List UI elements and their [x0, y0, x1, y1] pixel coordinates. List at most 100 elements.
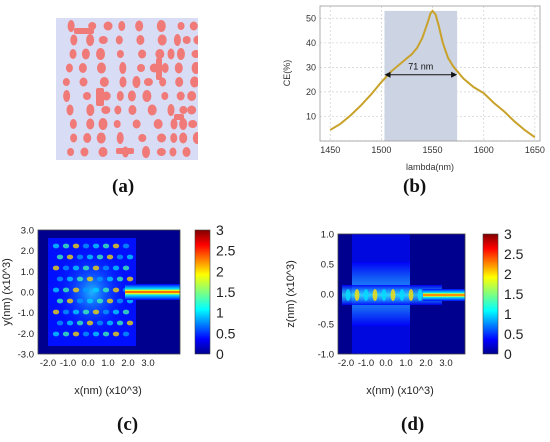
field-speckle: [76, 298, 84, 304]
field-speckle: [408, 289, 414, 301]
y-tick-label: -1.0: [18, 308, 34, 319]
field-speckle: [116, 320, 124, 326]
pattern-blob: [175, 77, 184, 87]
heatmap-plot: [337, 233, 466, 355]
field-speckle: [82, 331, 90, 337]
pattern-blob: [135, 20, 144, 32]
pattern-blob: [66, 104, 74, 116]
y-axis-label: z(nm) (x10^3): [285, 260, 297, 328]
field-speckle: [92, 287, 100, 293]
pattern-blob: [190, 76, 198, 88]
field-speckle: [102, 287, 110, 293]
pattern-blob: [86, 104, 95, 116]
field-speckle: [102, 265, 110, 271]
y-tick-label: 2.0: [21, 246, 34, 257]
colorbar-tick-label: 2: [216, 263, 224, 279]
pattern-blob: [167, 48, 175, 60]
x-tick-label: -2.0: [338, 358, 354, 369]
pattern-blob: [70, 133, 78, 143]
colorbar-tick-label: 1.5: [504, 286, 524, 302]
x-tick-label: 1600: [474, 145, 494, 155]
pattern-blob: [177, 22, 185, 30]
pattern-blob: [67, 20, 75, 32]
pattern-blob: [98, 147, 108, 157]
field-speckle: [390, 289, 396, 301]
y-axis-label: CE(%): [282, 60, 292, 87]
panel-label-a: (a): [112, 176, 135, 197]
pattern-blob: [67, 148, 75, 156]
field-speckle: [56, 320, 64, 326]
pattern-blob: [116, 50, 124, 58]
pattern-blob: [127, 90, 136, 102]
pattern-blob: [188, 120, 198, 128]
field-speckle: [112, 309, 120, 315]
pattern-blob: [128, 105, 137, 115]
field-speckle: [92, 243, 100, 249]
colorbar-tick-label: 1: [216, 305, 224, 321]
x-tick-label: 1.0: [399, 358, 412, 369]
colorbar-tick-label: 2.5: [504, 246, 524, 262]
field-speckle: [106, 298, 114, 304]
y-tick-label: 3.0: [21, 226, 34, 237]
pattern-blob: [82, 92, 91, 100]
pattern-blob: [170, 133, 178, 143]
field-speckle: [96, 254, 104, 260]
field-speckle: [96, 276, 104, 282]
pattern-blob: [96, 132, 106, 144]
colorbar-tick-label: 2.5: [216, 243, 236, 259]
pattern-blob: [179, 118, 188, 130]
field-speckle: [86, 254, 94, 260]
pattern-blob: [182, 147, 191, 157]
x-tick-label: 3.0: [141, 358, 154, 369]
pattern-blob: [155, 49, 165, 59]
x-tick-label: 0.0: [379, 358, 392, 369]
pattern-blob: [113, 120, 121, 128]
pattern-blob: [142, 90, 152, 102]
pattern-blob: [83, 133, 92, 143]
pattern-blob: [116, 132, 124, 144]
pattern-blob: [62, 78, 70, 86]
x-axis-label: x(nm) (x10^3): [366, 385, 434, 397]
field-speckle: [52, 265, 60, 271]
pattern-blob: [119, 62, 127, 74]
x-axis-label: lambda(nm): [406, 162, 454, 172]
x-tick-label: 1650: [525, 145, 545, 155]
field-speckle: [52, 243, 60, 249]
field-speckle: [92, 331, 100, 337]
field-speckle: [62, 243, 70, 249]
ce-spectrum-chart: 1450 1500 1550 1600 1650 10 20 30 40 50 71 nm lam…: [282, 5, 545, 172]
pattern-blob: [96, 88, 104, 106]
y-tick-label: -3.0: [18, 350, 34, 361]
pattern-blob: [167, 104, 175, 116]
pattern-blob: [80, 147, 89, 157]
colorbar-tick-label: 0: [504, 346, 512, 362]
field-speckle: [72, 265, 80, 271]
colorbar-tick-label: 1: [504, 306, 512, 322]
pattern-blob: [86, 34, 95, 46]
pattern-blob: [99, 77, 109, 87]
x-tick-label: 2.0: [419, 358, 432, 369]
field-speckle: [72, 331, 80, 337]
x-tick-label: -1.0: [358, 358, 374, 369]
y-tick-label: 1.0: [321, 230, 334, 241]
pattern-blob: [115, 35, 123, 45]
colorbar-tick-label: 0.5: [216, 325, 236, 341]
field-speckle: [86, 320, 94, 326]
bandwidth-band: [384, 10, 458, 142]
pattern-blob: [143, 78, 153, 86]
y-tick-label: 0.0: [321, 290, 334, 301]
pattern-blob: [169, 147, 177, 157]
pattern-blob: [156, 58, 162, 80]
pattern-blob: [69, 49, 77, 59]
pattern-blob: [157, 34, 167, 46]
pattern-blob: [174, 62, 183, 74]
field-map-xy: -2.0 -1.0 0.0 1.0 2.0 3.0 3.02.01.00.0-1.0-2.…: [1, 222, 236, 397]
pattern-blob: [114, 105, 122, 115]
y-tick-label: 0.0: [21, 288, 34, 299]
pattern-blob: [157, 133, 167, 143]
pattern-blob: [138, 134, 147, 142]
field-speckle: [56, 276, 64, 282]
field-speckle: [116, 276, 124, 282]
field-map-xz: -2.0 -1.0 0.0 1.0 2.0 3.0 1.0 0.5 0.0 -0.5 -1.0 x…: [285, 226, 524, 397]
pattern-blob: [153, 119, 163, 129]
